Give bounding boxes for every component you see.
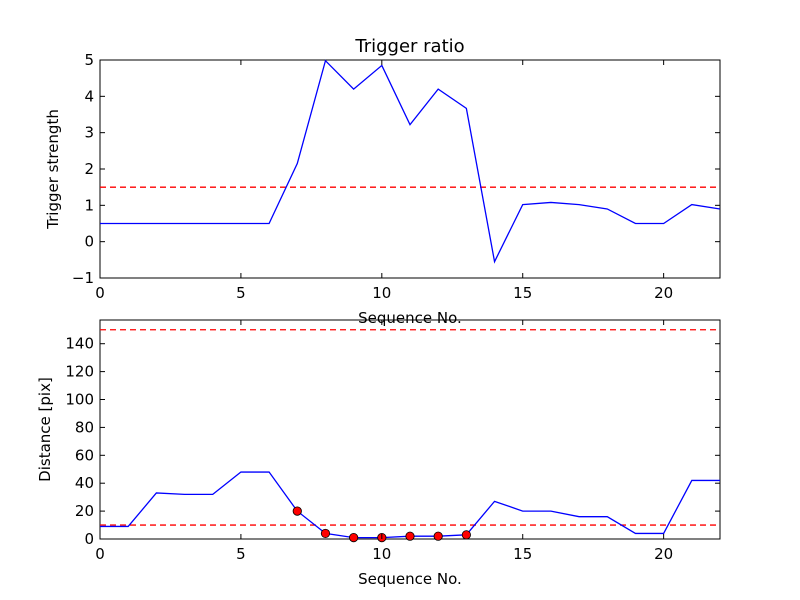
y-axis-label: Trigger strength [44,109,62,230]
data-point-marker [349,533,359,543]
x-axis-label: Sequence No. [358,570,462,588]
y-tick-label: 100 [65,391,94,409]
y-tick-label: 4 [84,87,94,105]
y-tick-label: 80 [75,418,94,436]
y-tick-label: 120 [65,363,94,381]
x-tick-label: 15 [513,284,532,302]
y-tick-label: 40 [75,474,94,492]
data-point-marker [292,506,302,516]
data-point-marker [461,530,471,540]
y-tick-label: 2 [84,160,94,178]
y-tick-label: 5 [84,51,94,69]
y-tick-label: 3 [84,124,94,142]
data-point-marker [433,531,443,541]
x-tick-label: 10 [372,545,391,563]
y-tick-label: 140 [65,335,94,353]
chart-title: Trigger ratio [354,36,464,57]
x-tick-label: 0 [95,284,105,302]
y-tick-label: 1 [84,196,94,214]
x-tick-label: 20 [654,284,673,302]
x-tick-label: 10 [372,284,391,302]
y-axis-label: Distance [pix] [36,377,54,482]
x-tick-label: 0 [95,545,105,563]
y-tick-label: 0 [84,530,94,548]
data-point-marker [405,531,415,541]
x-tick-label: 20 [654,545,673,563]
data-point-marker [320,528,331,539]
y-tick-label: 20 [75,502,94,520]
x-tick-label: 5 [236,284,246,302]
y-tick-label: 60 [75,446,94,464]
x-tick-label: 5 [236,545,246,563]
x-axis-label: Sequence No. [358,309,462,327]
y-tick-label: −1 [72,269,94,287]
series-line-0 [100,59,721,264]
x-tick-label: 15 [513,545,532,563]
y-tick-label: 0 [84,233,94,251]
distance-panel: 0 5 10 15 20 0 20 40 60 80 100 120 140 Sequence No. Di… [36,319,721,588]
